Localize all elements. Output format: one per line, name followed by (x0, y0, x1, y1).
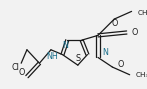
Text: Cl: Cl (11, 63, 19, 72)
Text: N: N (62, 41, 68, 50)
Text: N: N (102, 48, 108, 57)
Text: CH₃: CH₃ (137, 10, 147, 16)
Text: CH₃: CH₃ (135, 72, 147, 78)
Text: S: S (75, 54, 80, 63)
Text: NH: NH (46, 52, 58, 61)
Text: O: O (117, 60, 124, 69)
Text: O: O (19, 68, 25, 77)
Text: O: O (111, 19, 117, 28)
Text: O: O (132, 28, 138, 37)
